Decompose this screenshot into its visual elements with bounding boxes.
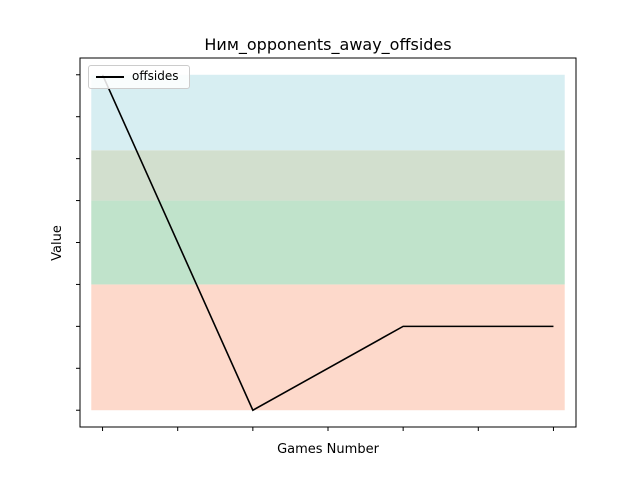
legend: offsides [88, 65, 190, 89]
y-axis-label: Value [50, 225, 65, 261]
band-1 [91, 200, 565, 285]
x-axis-ticks [102, 427, 554, 431]
band-0 [91, 284, 565, 411]
legend-label-offsides: offsides [132, 69, 179, 83]
series-line-offsides [101, 74, 554, 412]
chart-title: Ним_opponents_away_offsides [204, 35, 451, 55]
band-2 [91, 150, 565, 201]
x-axis-label: Games Number [277, 442, 379, 457]
legend-swatch-offsides [96, 76, 124, 78]
background-bands [91, 74, 565, 411]
y-axis-ticks [76, 74, 80, 411]
